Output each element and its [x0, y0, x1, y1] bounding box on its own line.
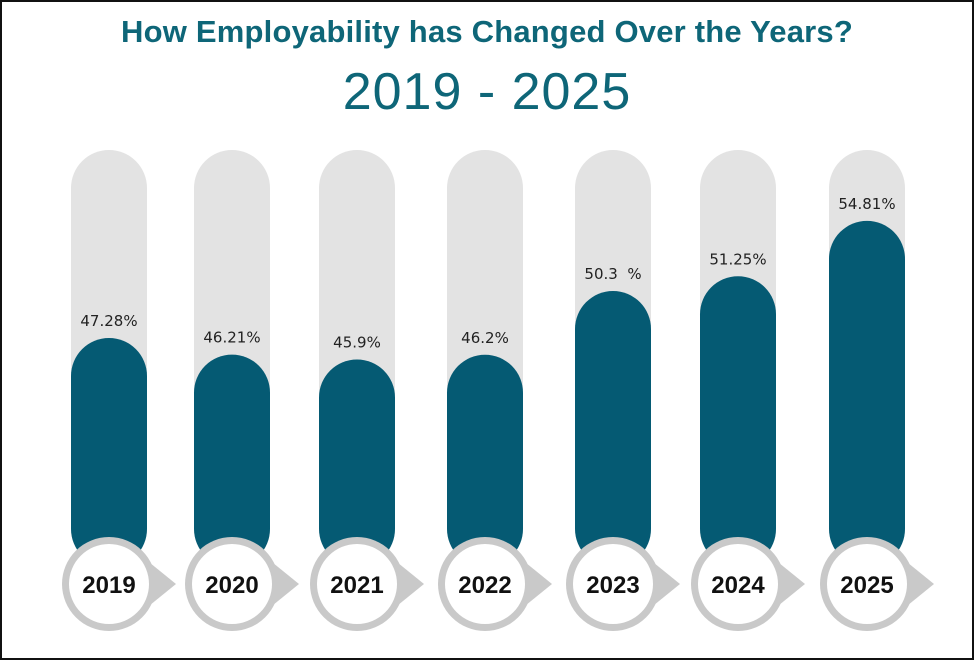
value-label-2024: 51.25% — [709, 250, 766, 268]
year-label-2022: 2022 — [458, 572, 511, 599]
chart-title: How Employability has Changed Over the Y… — [121, 14, 853, 49]
value-label-2019: 47.28% — [80, 312, 137, 330]
bar-2024 — [700, 276, 776, 567]
year-label-2019: 2019 — [82, 572, 135, 599]
bar-2022 — [447, 354, 523, 567]
year-label-2020: 2020 — [205, 572, 258, 599]
year-circle-2024 — [698, 544, 778, 624]
bar-2023 — [575, 291, 651, 567]
year-label-2025: 2025 — [840, 572, 893, 599]
year-circle-2019 — [69, 544, 149, 624]
chart-subtitle: 2019 - 2025 — [342, 63, 632, 121]
value-label-2023: 50.3 % — [584, 265, 641, 283]
year-circle-2025 — [827, 544, 907, 624]
value-label-2021: 45.9% — [333, 333, 381, 351]
year-circle-2022 — [445, 544, 525, 624]
year-circle-2023 — [573, 544, 653, 624]
year-circle-2021 — [317, 544, 397, 624]
value-label-2025: 54.81% — [838, 195, 895, 213]
year-circle-2020 — [192, 544, 272, 624]
year-label-2024: 2024 — [711, 572, 765, 599]
value-label-2020: 46.21% — [203, 329, 260, 347]
bar-2021 — [319, 359, 395, 567]
bar-2020 — [194, 354, 270, 567]
bar-2019 — [71, 338, 147, 567]
year-label-2021: 2021 — [330, 572, 383, 599]
bar-2025 — [829, 220, 905, 567]
value-label-2022: 46.2% — [461, 329, 509, 347]
year-label-2023: 2023 — [586, 572, 639, 599]
